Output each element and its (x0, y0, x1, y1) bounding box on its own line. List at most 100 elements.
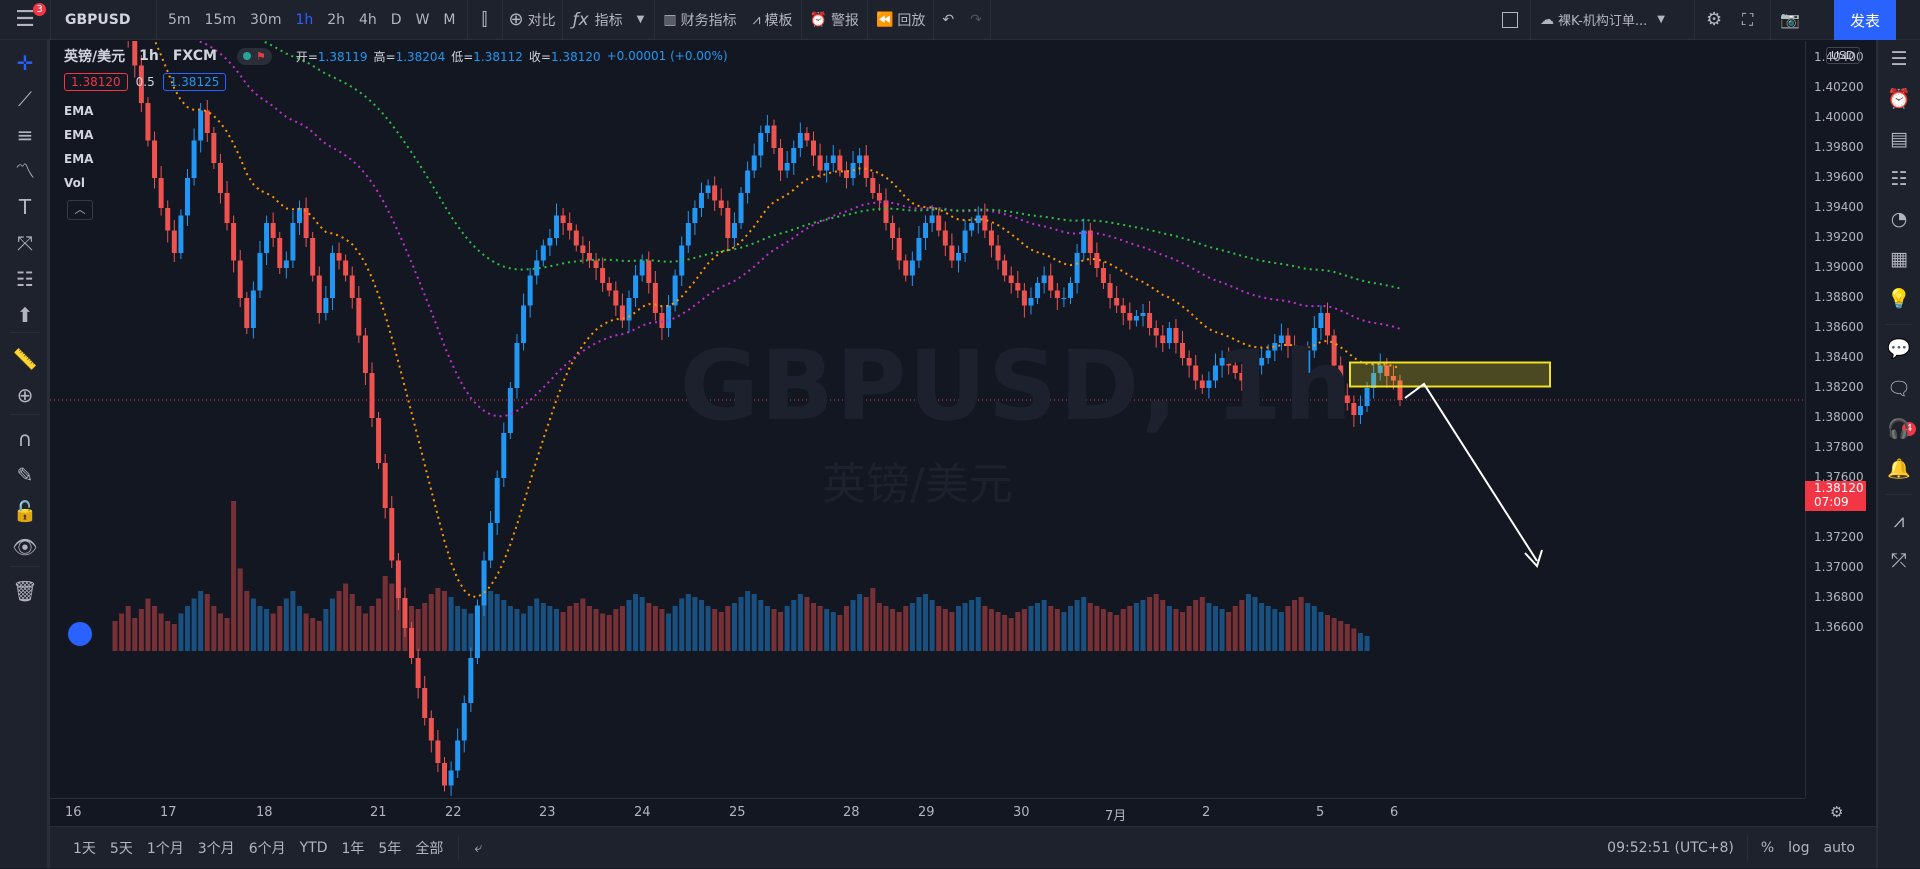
data-window-icon[interactable]: ☷ (1890, 168, 1908, 190)
trading-panel-icon[interactable]: ⩘ (1893, 510, 1905, 532)
collapse-legend-button[interactable]: ︿ (67, 200, 93, 220)
timeframe-m[interactable]: M (443, 11, 456, 28)
eye-icon[interactable]: 👁 (12, 535, 38, 559)
alerts-clock-icon[interactable]: ⏰ (1887, 88, 1911, 110)
financials-button[interactable]: ▥ 财务指标 (663, 11, 737, 29)
auto-toggle[interactable]: auto (1823, 840, 1855, 856)
range-3m[interactable]: 3个月 (197, 840, 235, 857)
horizontal-lines-icon[interactable]: ≡ (16, 123, 34, 147)
buy-button[interactable]: 1.38125 (162, 73, 227, 91)
magnet-icon[interactable]: ∩ (17, 427, 33, 451)
redo-button[interactable]: ↷ (962, 0, 990, 40)
trash-icon[interactable]: 🗑 (12, 579, 38, 603)
range-5d[interactable]: 5天 (109, 840, 133, 857)
publish-button[interactable]: 发表 (1834, 0, 1896, 40)
axis-settings-icon[interactable]: ⚙ (1830, 803, 1844, 821)
percent-toggle[interactable]: % (1760, 840, 1775, 856)
legend-title[interactable]: 英镑/美元 (64, 49, 126, 65)
symbol-search-button[interactable]: GBPUSD (65, 11, 131, 28)
range-1y[interactable]: 1年 (341, 840, 365, 857)
snapshot-button[interactable]: 📷 (1774, 0, 1804, 40)
indicator-ema-3[interactable]: EMA (64, 152, 94, 166)
calendar-icon[interactable]: ▦ (1890, 248, 1908, 270)
candle (606, 283, 612, 291)
timeframe-15m[interactable]: 15m (204, 11, 236, 28)
timeframe-w[interactable]: W (415, 11, 430, 28)
chat-icon[interactable]: 💬 (1887, 338, 1911, 360)
timeframe-5m[interactable]: 5m (168, 11, 191, 28)
range-1d[interactable]: 1天 (73, 840, 96, 857)
layout-name-button[interactable]: ☁ 裸K-机构订单... ▼ (1540, 11, 1665, 30)
replay-button[interactable]: ⏪ 回放 (875, 11, 926, 29)
candle (1245, 373, 1251, 381)
range-5y[interactable]: 5年 (378, 840, 402, 857)
goto-date-icon[interactable]: ⤶ (474, 839, 483, 856)
candle (646, 260, 652, 283)
log-toggle[interactable]: log (1788, 840, 1810, 856)
clock-display[interactable]: 09:52:51 (UTC+8) (1607, 840, 1734, 856)
settings-button[interactable]: ⚙ (1700, 0, 1730, 40)
timeframe-d[interactable]: D (390, 11, 402, 28)
candle (461, 703, 467, 741)
market-status-pill[interactable]: ⚑ (236, 47, 272, 65)
ruler-icon[interactable]: 📏 (12, 347, 38, 371)
notifications-icon[interactable]: 🔔 (1887, 458, 1911, 480)
candle (1180, 343, 1186, 358)
volume-bar (1074, 600, 1080, 651)
timeframe-4h[interactable]: 4h (359, 11, 377, 28)
time-axis[interactable]: ⚙ 16 17 18 21 22 23 24 25 28 29 30 7月 2 5 6 (50, 798, 1843, 827)
timeframe-2h[interactable]: 2h (327, 11, 346, 28)
volume-bar (698, 600, 704, 651)
indicator-vol[interactable]: Vol (64, 176, 85, 190)
volume-bar (1331, 618, 1337, 651)
text-icon[interactable]: T (18, 195, 32, 219)
currency-label[interactable]: USD (1826, 47, 1860, 64)
candle (1081, 230, 1087, 253)
compare-button[interactable]: ⊕ 对比 (508, 9, 556, 30)
messages-icon[interactable]: 🗨 (1886, 378, 1912, 400)
fib-icon[interactable]: ☷ (16, 267, 34, 291)
path-icon[interactable]: 〽 (15, 159, 35, 183)
ideas-icon[interactable]: 💡 (1887, 288, 1911, 310)
indicators-button[interactable]: ƒx 指标 ▼ (572, 9, 645, 30)
candle (830, 155, 836, 163)
volume-bar (764, 606, 770, 651)
news-icon[interactable]: ▤ (1890, 128, 1908, 150)
arrow-head (1524, 549, 1543, 568)
indicator-ema-1[interactable]: EMA (64, 104, 94, 118)
indicator-ema-2[interactable]: EMA (64, 128, 94, 142)
range-6m[interactable]: 6个月 (248, 840, 286, 857)
candle (1054, 290, 1060, 298)
time-tick-label: 24 (634, 805, 651, 820)
layout-fullscreen-toggle[interactable] (1496, 0, 1526, 40)
range-1m[interactable]: 1个月 (146, 840, 184, 857)
chart-type-button[interactable]: ⫿ (468, 0, 502, 40)
fullscreen-button[interactable]: ⛶ (1736, 0, 1766, 40)
hotlist-icon[interactable]: ◔ (1890, 208, 1908, 230)
pencil-lock-icon[interactable]: ✎ (16, 463, 34, 487)
pattern-icon[interactable]: ⤧ (17, 231, 33, 255)
arrow-up-icon[interactable]: ⬆ (16, 303, 34, 327)
alert-button[interactable]: ⏰ 警报 (809, 11, 859, 29)
dom-icon[interactable]: ⤱ (1891, 550, 1907, 572)
range-all[interactable]: 全部 (415, 840, 444, 857)
timeframe-30m[interactable]: 30m (250, 11, 282, 28)
range-ytd[interactable]: YTD (299, 839, 328, 856)
main-menu-button[interactable]: ☰ 3 (0, 0, 50, 40)
price-axis[interactable]: 1.40400 1.40200 1.40000 1.39800 1.39600 1.394… (1805, 41, 1877, 798)
zoom-in-icon[interactable]: ⊕ (16, 383, 34, 407)
templates-button[interactable]: ⩘ 模板 (752, 11, 793, 29)
trend-line-icon[interactable]: ⟋ (18, 87, 32, 111)
price-chart[interactable] (50, 41, 1805, 798)
undo-button[interactable]: ↶ (934, 0, 962, 40)
volume-bar (198, 591, 204, 651)
volume-bar (329, 598, 335, 651)
timeframe-1h[interactable]: 1h (295, 11, 314, 28)
crosshair-icon[interactable]: ✛ (16, 51, 34, 75)
time-tick-label: 2 (1202, 805, 1211, 820)
sell-button[interactable]: 1.38120 (64, 73, 128, 91)
streams-icon[interactable]: 🎧 (1887, 418, 1911, 440)
watchlist-icon[interactable]: ☰ (1890, 48, 1908, 70)
volume-bar (264, 609, 270, 651)
lock-icon[interactable]: 🔓 (12, 499, 38, 523)
